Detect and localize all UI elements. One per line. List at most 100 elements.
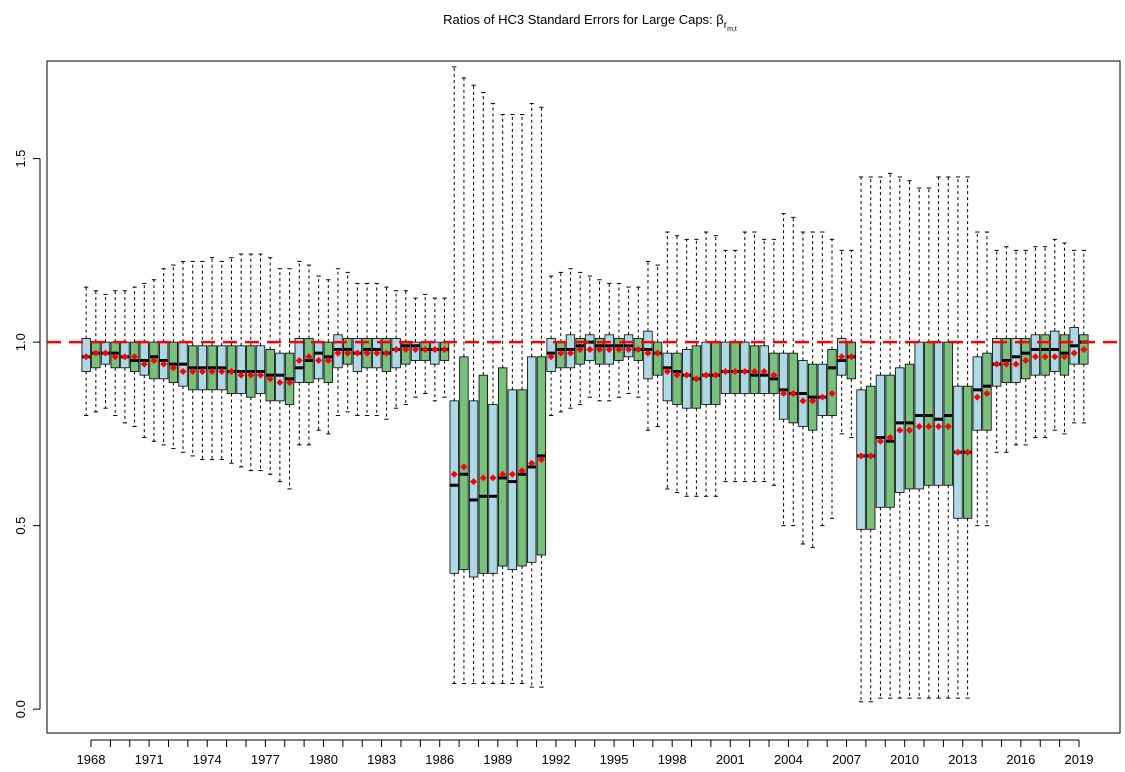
y-tick-label: 0.5 — [13, 517, 28, 535]
mean-marker — [111, 353, 119, 361]
mean-marker — [702, 371, 710, 379]
mean-marker — [644, 349, 652, 357]
x-tick-label: 1989 — [483, 752, 512, 767]
mean-marker — [489, 474, 497, 482]
box — [478, 374, 488, 574]
x-tick-label: 1998 — [658, 752, 687, 767]
mean-marker — [82, 353, 90, 361]
box — [430, 341, 440, 365]
mean-marker — [780, 390, 788, 398]
mean-marker — [809, 397, 817, 405]
mean-marker — [92, 349, 100, 357]
mean-marker — [421, 345, 429, 353]
mean-marker — [625, 345, 633, 353]
mean-marker — [121, 353, 129, 361]
mean-marker — [102, 349, 110, 357]
mean-marker — [741, 367, 749, 375]
x-tick-label: 1986 — [425, 752, 454, 767]
mean-marker — [411, 345, 419, 353]
mean-marker — [169, 364, 177, 372]
mean-marker — [1022, 356, 1030, 364]
mean-marker — [1041, 353, 1049, 361]
x-tick-label: 2004 — [774, 752, 803, 767]
mean-marker — [721, 367, 729, 375]
mean-marker — [1051, 353, 1059, 361]
box — [924, 341, 934, 486]
mean-marker — [441, 345, 449, 353]
mean-marker — [964, 448, 972, 456]
mean-marker — [402, 345, 410, 353]
mean-marker — [993, 360, 1001, 368]
mean-marker — [683, 371, 691, 379]
box — [275, 352, 285, 402]
mean-marker — [663, 367, 671, 375]
mean-marker — [295, 356, 303, 364]
mean-marker — [954, 448, 962, 456]
mean-marker — [770, 371, 778, 379]
box — [720, 341, 731, 394]
x-tick-label: 2019 — [1065, 752, 1094, 767]
mean-marker — [886, 434, 894, 442]
mean-marker — [353, 349, 361, 357]
mean-marker — [634, 345, 642, 353]
mean-marker — [334, 349, 342, 357]
mean-marker — [450, 470, 458, 478]
mean-marker — [470, 478, 478, 486]
mean-marker — [179, 367, 187, 375]
mean-marker — [867, 452, 875, 460]
mean-marker — [1031, 353, 1039, 361]
box — [788, 352, 798, 424]
title-symbol: β — [716, 12, 723, 27]
mean-marker — [247, 371, 255, 379]
mean-marker — [712, 371, 720, 379]
mean-marker — [818, 393, 826, 401]
mean-marker — [586, 345, 594, 353]
box — [827, 349, 837, 416]
mean-marker — [257, 371, 265, 379]
box — [856, 389, 866, 530]
box — [817, 363, 827, 416]
mean-marker — [140, 360, 148, 368]
box — [778, 352, 789, 420]
mean-marker — [189, 367, 197, 375]
mean-marker — [198, 367, 206, 375]
mean-marker — [363, 349, 371, 357]
y-tick-label: 0.0 — [13, 700, 28, 718]
mean-marker — [925, 423, 933, 431]
x-tick-label: 2001 — [716, 752, 745, 767]
mean-marker — [218, 367, 226, 375]
chart-title: Ratios of HC3 Standard Errors for Large … — [443, 12, 737, 33]
mean-marker — [615, 345, 623, 353]
mean-marker — [915, 423, 923, 431]
box — [459, 356, 469, 571]
mean-marker — [905, 426, 913, 434]
mean-marker — [227, 367, 235, 375]
mean-marker — [847, 353, 855, 361]
mean-marker — [1002, 360, 1010, 368]
box — [168, 341, 178, 383]
title-subscript: r — [724, 20, 728, 31]
box — [682, 349, 692, 409]
title-text: Ratios of HC3 Standard Errors for Large … — [443, 12, 716, 27]
mean-marker — [276, 379, 284, 387]
box — [933, 341, 944, 486]
x-tick-label: 2016 — [1006, 752, 1035, 767]
box — [139, 341, 149, 376]
mean-marker — [392, 345, 400, 353]
mean-marker — [566, 349, 574, 357]
mean-marker — [518, 467, 526, 475]
mean-marker — [286, 379, 294, 387]
mean-marker — [324, 356, 332, 364]
box — [672, 352, 682, 405]
mean-marker — [799, 397, 807, 405]
mean-marker — [537, 456, 545, 464]
box — [468, 400, 479, 578]
x-tick-label: 1995 — [600, 752, 629, 767]
x-tick-label: 1974 — [193, 752, 222, 767]
x-tick-label: 1983 — [367, 752, 396, 767]
mean-marker — [983, 390, 991, 398]
mean-marker — [208, 367, 216, 375]
x-tick-label: 1971 — [135, 752, 164, 767]
